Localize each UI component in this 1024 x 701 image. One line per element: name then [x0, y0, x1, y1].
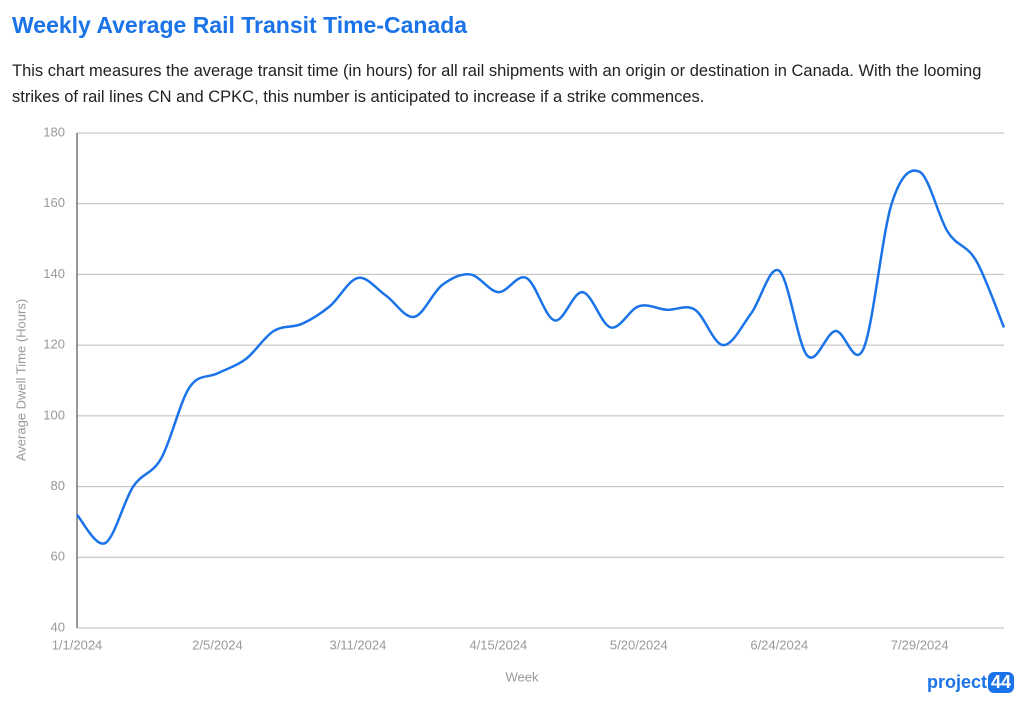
y-tick-label: 180 — [43, 124, 65, 139]
y-tick-label: 40 — [51, 619, 65, 634]
x-tick-label: 2/5/2024 — [192, 637, 243, 652]
y-tick-label: 120 — [43, 337, 65, 352]
data-line — [76, 169, 1006, 545]
x-axis-label: Week — [506, 669, 539, 684]
x-tick-label: 6/24/2024 — [750, 637, 808, 652]
logo-badge: 44 — [987, 672, 1014, 693]
logo: project 44 — [927, 672, 1014, 693]
chart-title: Weekly Average Rail Transit Time-Canada — [12, 12, 468, 38]
y-tick-label: 100 — [43, 407, 65, 422]
x-tick-label: 7/29/2024 — [891, 637, 949, 652]
y-tick-label: 80 — [51, 478, 65, 493]
y-tick-label: 160 — [43, 195, 65, 210]
chart-subtitle: This chart measures the average transit … — [12, 62, 982, 106]
logo-text: project — [926, 672, 987, 692]
x-tick-label: 5/20/2024 — [610, 637, 668, 652]
x-tick-label: 3/11/2024 — [329, 637, 386, 652]
x-tick-label: 4/15/2024 — [469, 637, 527, 652]
x-tick-label: 1/1/2024 — [52, 637, 103, 652]
y-tick-label: 60 — [51, 549, 65, 564]
y-axis-label: Average Dwell Time (Hours) — [13, 299, 28, 461]
y-tick-label: 140 — [43, 266, 65, 281]
